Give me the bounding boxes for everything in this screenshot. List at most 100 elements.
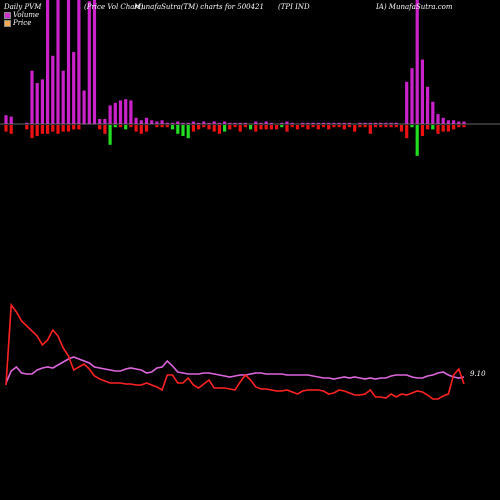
volume-bar: [316, 122, 320, 124]
change-bar: [368, 125, 372, 134]
volume-bar: [405, 81, 409, 124]
change-bar: [431, 125, 435, 130]
volume-bar: [311, 122, 315, 124]
change-bar: [191, 125, 195, 132]
change-bar: [254, 125, 258, 132]
change-bar: [202, 125, 206, 128]
price-label: 9.10: [470, 370, 486, 378]
volume-bar: [129, 100, 133, 124]
change-bar: [129, 125, 133, 128]
change-bar: [415, 125, 419, 156]
change-bar: [441, 125, 445, 132]
change-bar: [176, 125, 180, 134]
volume-bar: [280, 122, 284, 124]
volume-bar: [389, 122, 393, 124]
change-bar: [155, 125, 159, 128]
change-bar: [249, 125, 253, 130]
change-bar: [275, 125, 279, 130]
volume-bar: [223, 121, 227, 124]
volume-bar: [415, 0, 419, 124]
change-bar: [410, 125, 414, 128]
volume-bar: [202, 121, 206, 124]
change-bar: [389, 125, 393, 128]
volume-bar: [217, 122, 221, 124]
change-bar: [4, 125, 8, 132]
legend-price-label: Price: [13, 19, 32, 27]
change-bar: [160, 125, 164, 128]
volume-bar: [301, 122, 305, 124]
change-bar: [332, 125, 336, 128]
volume-bar: [25, 122, 29, 124]
volume-line: [5, 356, 465, 384]
change-bar: [426, 125, 430, 130]
volume-bar: [337, 122, 341, 124]
header-right: (TPI IND: [278, 3, 310, 11]
volume-bar: [441, 117, 445, 124]
volume-bar: [197, 122, 201, 124]
volume-bar: [358, 122, 362, 124]
legend-volume: Volume: [4, 11, 39, 19]
change-bar: [269, 125, 273, 130]
change-bar: [30, 125, 34, 139]
change-bar: [103, 125, 107, 134]
change-bar: [405, 125, 409, 139]
volume-bars-group: [4, 0, 466, 156]
change-bar: [118, 125, 123, 128]
volume-bar: [238, 122, 242, 124]
volume-bar: [212, 121, 216, 124]
volume-bar: [165, 122, 169, 124]
change-bar: [98, 125, 102, 130]
volume-bar: [150, 120, 154, 124]
volume-bar: [77, 0, 81, 124]
change-bar: [358, 125, 362, 128]
legend-volume-swatch: [4, 11, 11, 19]
change-bar: [353, 125, 357, 132]
change-bar: [436, 125, 440, 134]
volume-bar: [124, 99, 128, 124]
change-bar: [233, 125, 237, 128]
change-bar: [290, 125, 294, 128]
change-bar: [337, 125, 341, 128]
volume-bar: [35, 83, 39, 124]
volume-bar: [82, 90, 86, 124]
volume-bar: [61, 70, 65, 124]
change-bar: [40, 125, 44, 134]
volume-bar: [290, 122, 294, 124]
change-bar: [77, 125, 81, 130]
volume-bar: [66, 0, 71, 124]
volume-bar: [410, 68, 414, 124]
volume-bar: [108, 105, 112, 124]
change-bar: [113, 125, 117, 128]
change-bar: [212, 125, 216, 132]
change-bar: [223, 125, 227, 132]
volume-bar: [431, 101, 435, 124]
volume-bar: [98, 119, 102, 124]
volume-bar: [426, 86, 430, 124]
volume-bar: [134, 117, 138, 124]
change-bar: [108, 125, 112, 145]
header-right2: IA) MunafaSutra.com: [376, 3, 453, 11]
change-bar: [228, 125, 232, 130]
change-bar: [46, 125, 50, 134]
volume-bar: [155, 121, 159, 124]
volume-bar: [243, 122, 247, 124]
volume-bar: [285, 121, 289, 124]
change-bar: [181, 125, 185, 136]
change-bar: [295, 125, 300, 130]
volume-bar: [373, 122, 378, 124]
change-bar: [311, 125, 315, 128]
volume-bar: [139, 120, 143, 124]
volume-bar: [384, 122, 388, 124]
volume-bar: [332, 122, 336, 124]
change-bar: [301, 125, 305, 128]
change-bar: [399, 125, 404, 132]
legend-price-swatch: [4, 19, 11, 27]
change-bar: [446, 125, 450, 132]
volume-bar: [269, 122, 273, 124]
price-line: [5, 302, 465, 400]
change-bar: [186, 125, 190, 139]
volume-bar: [4, 115, 8, 124]
change-bar: [321, 125, 326, 128]
change-bar: [134, 125, 138, 132]
